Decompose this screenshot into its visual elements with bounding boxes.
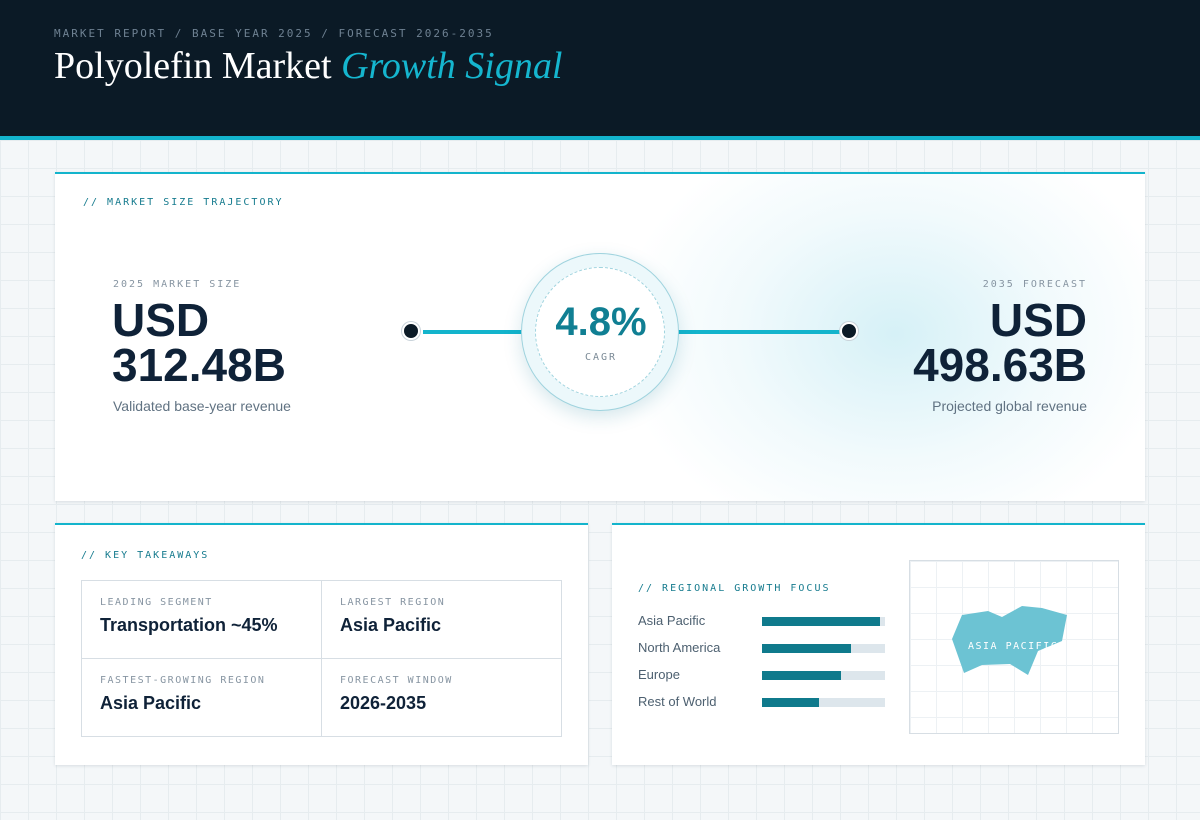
asia-pacific-map-shape bbox=[952, 606, 1067, 675]
title-main: Polyolefin Market bbox=[54, 45, 332, 87]
title-accent: Growth Signal bbox=[341, 45, 563, 87]
start-caption: Validated base-year revenue bbox=[113, 398, 291, 414]
start-value: 312.48B bbox=[112, 339, 286, 391]
start-currency: USD bbox=[112, 294, 210, 346]
cagr-label: CAGR bbox=[584, 352, 618, 363]
region-map: ASIA PACIFIC bbox=[909, 560, 1119, 734]
end-eyebrow: 2035 FORECAST bbox=[982, 279, 1087, 290]
market-size-trajectory-panel: // MARKET SIZE TRAJECTORY 2025 MARKET SI… bbox=[55, 172, 1145, 501]
background-glow bbox=[615, 174, 1145, 501]
takeaway-key: LEADING SEGMENT bbox=[100, 597, 213, 608]
region-bar-fill bbox=[762, 698, 819, 707]
cagr-value: 4.8% bbox=[555, 300, 647, 344]
region-row: Rest of World bbox=[638, 693, 888, 711]
region-name: Europe bbox=[638, 667, 680, 682]
region-row: Europe bbox=[638, 666, 888, 684]
key-takeaways-panel: // KEY TAKEAWAYS LEADING SEGMENT Transpo… bbox=[55, 523, 588, 765]
region-name: Asia Pacific bbox=[638, 613, 706, 628]
end-currency: USD bbox=[989, 294, 1087, 346]
takeaway-key: LARGEST REGION bbox=[340, 597, 446, 608]
region-name: Rest of World bbox=[638, 694, 717, 709]
start-node bbox=[402, 322, 420, 340]
takeaway-value: 2026-2035 bbox=[340, 693, 427, 713]
region-name: North America bbox=[638, 640, 721, 655]
region-bar-fill bbox=[762, 644, 851, 653]
region-row: Asia Pacific bbox=[638, 612, 888, 630]
region-row: North America bbox=[638, 639, 888, 657]
end-caption: Projected global revenue bbox=[932, 398, 1087, 414]
takeaway-value: Asia Pacific bbox=[100, 693, 202, 713]
end-value: 498.63B bbox=[913, 339, 1087, 391]
start-eyebrow: 2025 MARKET SIZE bbox=[113, 279, 242, 290]
takeaways-grid: LEADING SEGMENT Transportation ~45% LARG… bbox=[81, 580, 562, 737]
end-node bbox=[840, 322, 858, 340]
region-bar-track bbox=[762, 644, 885, 653]
region-bar-track bbox=[762, 671, 885, 680]
takeaway-cell: FASTEST-GROWING REGION Asia Pacific bbox=[82, 658, 322, 736]
cagr-badge: 4.8% CAGR bbox=[521, 253, 679, 411]
region-bar-track bbox=[762, 698, 885, 707]
panel-label: // REGIONAL GROWTH FOCUS bbox=[638, 583, 831, 594]
panel-label: // KEY TAKEAWAYS bbox=[81, 550, 210, 561]
report-header: MARKET REPORT / BASE YEAR 2025 / FORECAS… bbox=[0, 0, 1200, 140]
breadcrumb: MARKET REPORT / BASE YEAR 2025 / FORECAS… bbox=[54, 27, 494, 40]
takeaway-value: Asia Pacific bbox=[340, 615, 442, 635]
takeaway-value: Transportation ~45% bbox=[100, 615, 278, 635]
region-bar-fill bbox=[762, 671, 841, 680]
takeaway-cell: LARGEST REGION Asia Pacific bbox=[321, 581, 561, 659]
cagr-inner-ring: 4.8% CAGR bbox=[535, 267, 665, 397]
takeaway-key: FORECAST WINDOW bbox=[340, 675, 453, 686]
map-label: ASIA PACIFIC bbox=[968, 641, 1059, 652]
takeaway-key: FASTEST-GROWING REGION bbox=[100, 675, 266, 686]
page-title: Polyolefin Market Growth Signal bbox=[54, 44, 562, 88]
region-bar-track bbox=[762, 617, 885, 626]
region-bar-fill bbox=[762, 617, 881, 626]
takeaway-cell: LEADING SEGMENT Transportation ~45% bbox=[82, 581, 322, 659]
takeaway-cell: FORECAST WINDOW 2026-2035 bbox=[321, 658, 561, 736]
regional-growth-focus-panel: // REGIONAL GROWTH FOCUS Asia Pacific No… bbox=[612, 523, 1145, 765]
panel-label: // MARKET SIZE TRAJECTORY bbox=[83, 197, 284, 208]
